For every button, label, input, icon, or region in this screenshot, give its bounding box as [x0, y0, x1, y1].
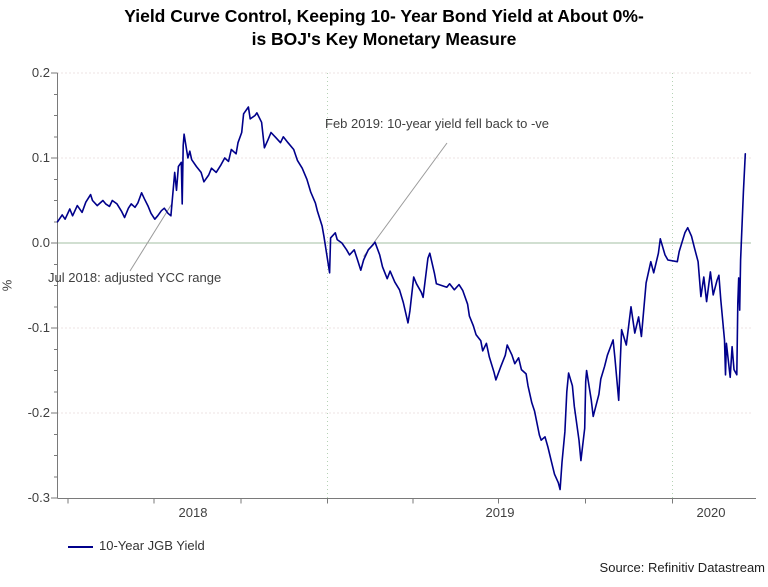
x-tick-label-2018: 2018 [178, 505, 208, 520]
annotation-feb-2019: Feb 2019: 10-year yield fell back to -ve [325, 116, 550, 131]
chart-title: Yield Curve Control, Keeping 10- Year Bo… [0, 5, 768, 51]
y-tick-label: 0.0 [31, 235, 50, 250]
x-tick-label-2020: 2020 [696, 505, 726, 520]
chart-title-line1: Yield Curve Control, Keeping 10- Year Bo… [124, 6, 644, 26]
legend-label: 10-Year JGB Yield [99, 538, 205, 553]
chart-title-line2: is BOJ's Key Monetary Measure [251, 29, 517, 49]
legend-line-swatch [68, 546, 93, 548]
y-axis-unit-label: % [0, 279, 15, 292]
annotation-jul-2018: Jul 2018: adjusted YCC range [48, 270, 222, 285]
y-tick-label: -0.1 [27, 320, 50, 335]
source-text: Source: Refinitiv Datastream [599, 560, 765, 575]
y-tick-label: -0.3 [27, 490, 50, 505]
x-tick-label-2019: 2019 [485, 505, 515, 520]
y-tick-label: 0.2 [31, 65, 50, 80]
y-tick-label: -0.2 [27, 405, 50, 420]
y-tick-label: 0.1 [31, 150, 50, 165]
